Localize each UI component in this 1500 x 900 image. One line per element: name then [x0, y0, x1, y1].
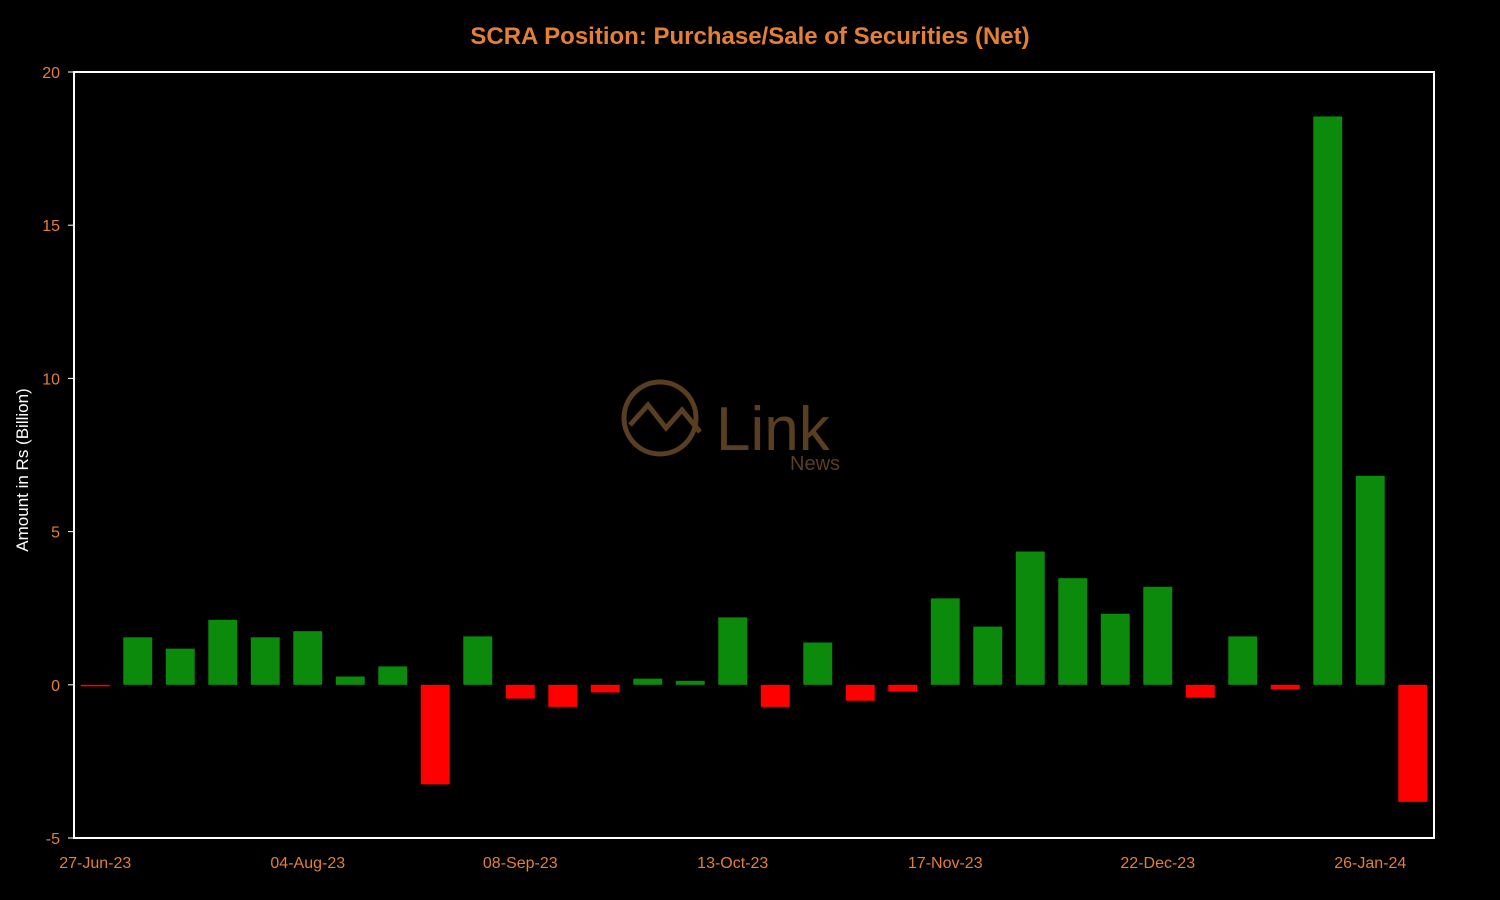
bar-18 [845, 684, 875, 701]
bar-9 [463, 636, 493, 685]
bars [80, 116, 1428, 802]
y-axis-ticks: -5 0 5 10 15 20 [42, 65, 74, 848]
bar-17 [803, 642, 833, 685]
x-tick-label: 17-Nov-23 [908, 855, 983, 872]
y-tick-label: 10 [42, 371, 60, 388]
bar-22 [1015, 551, 1045, 685]
x-tick-label: 22-Dec-23 [1120, 855, 1195, 872]
bar-13 [633, 678, 663, 685]
bar-10 [505, 684, 535, 699]
bar-25 [1143, 586, 1173, 685]
bar-20 [930, 598, 960, 685]
bar-0 [80, 684, 110, 687]
y-tick-label: 0 [51, 678, 60, 695]
bar-28 [1270, 684, 1300, 690]
bar-6 [335, 676, 365, 685]
x-tick-label: 27-Jun-23 [59, 855, 131, 872]
x-tick-label: 26-Jan-24 [1334, 855, 1406, 872]
watermark-brand: Link [716, 395, 831, 464]
link-news-watermark: Link News [621, 379, 840, 475]
bar-3 [208, 619, 238, 685]
bar-19 [888, 684, 918, 692]
chart-title: SCRA Position: Purchase/Sale of Securiti… [470, 23, 1029, 50]
bar-14 [675, 680, 705, 685]
x-tick-label: 08-Sep-23 [483, 855, 558, 872]
x-tick-label: 13-Oct-23 [697, 855, 768, 872]
bar-23 [1058, 578, 1088, 685]
bar-26 [1185, 684, 1215, 698]
bar-21 [973, 626, 1003, 685]
bar-30 [1355, 475, 1385, 685]
bar-12 [590, 684, 620, 693]
bar-8 [420, 684, 450, 785]
y-tick-label: 5 [51, 525, 60, 542]
x-tick-label: 04-Aug-23 [270, 855, 345, 872]
watermark-zigzag-icon [628, 401, 702, 434]
plot-area-border [73, 71, 1435, 839]
watermark-sub: News [790, 453, 840, 475]
y-tick-label: 20 [42, 65, 60, 82]
bar-27 [1228, 636, 1258, 685]
watermark-logo-icon [621, 379, 699, 457]
y-axis-title: Amount in Rs (Billion) [13, 388, 32, 551]
bar-7 [378, 666, 408, 685]
x-axis-ticks: 27-Jun-23 04-Aug-23 08-Sep-23 13-Oct-23 17-N… [59, 855, 1406, 872]
bar-2 [165, 648, 195, 685]
bar-31 [1398, 684, 1428, 802]
bar-4 [250, 637, 280, 685]
bar-11 [548, 684, 578, 707]
bar-5 [293, 631, 323, 685]
bar-1 [123, 637, 153, 685]
bar-15 [718, 617, 748, 685]
y-tick-label: -5 [46, 831, 60, 848]
bar-29 [1313, 116, 1343, 685]
bar-24 [1100, 613, 1130, 685]
bar-16 [760, 684, 790, 707]
y-tick-label: 15 [42, 218, 60, 235]
